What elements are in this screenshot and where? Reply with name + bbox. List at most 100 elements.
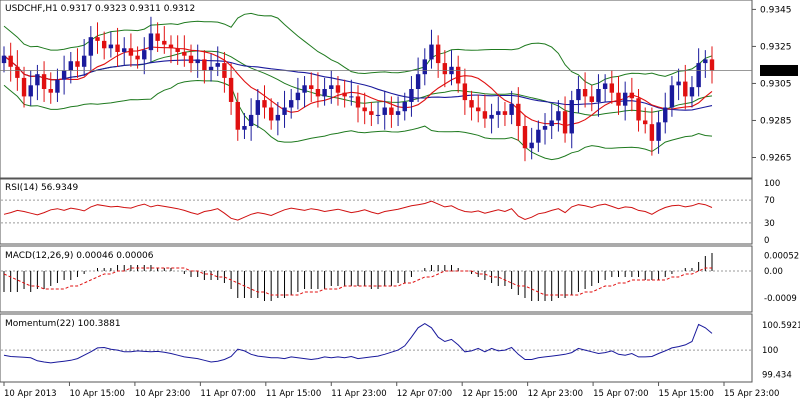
candle-body — [415, 74, 421, 89]
rsi-ytick-label: 0 — [764, 236, 769, 246]
momentum-series-line — [3, 323, 713, 364]
candle-body — [81, 55, 87, 67]
candle-body — [202, 59, 207, 71]
candle-body — [395, 111, 401, 115]
macd-pane: 0.00052 0.00 -0.0009 MACD(12,26,9) 0.00046… — [0, 245, 799, 313]
candle-body — [602, 83, 608, 89]
macd-y-axis: 0.00052 0.00 -0.0009 — [764, 251, 799, 304]
candle-body — [596, 89, 601, 102]
time-tick-label: 11 Apr 07:00 — [200, 389, 255, 399]
momentum-pane-frame — [0, 313, 753, 383]
candle-body — [235, 101, 240, 130]
bollinger-upper-line — [3, 12, 713, 86]
candle-body — [409, 89, 414, 102]
ma-slow-line — [3, 55, 713, 111]
candle-body — [115, 44, 120, 52]
candle-body — [182, 51, 187, 56]
candle-body — [589, 96, 594, 102]
candle-body — [262, 100, 267, 108]
candle-body — [562, 111, 568, 134]
candle-body — [609, 83, 615, 93]
time-tick-label: 11 Apr 23:00 — [331, 389, 386, 399]
candle-body — [135, 55, 140, 60]
price-ytick-label: 0.9265 — [760, 153, 792, 163]
candle-body — [162, 40, 167, 45]
time-tick-label: 15 Apr 23:00 — [724, 389, 779, 399]
momentum-y-axis: 100.5921 100 99.434 — [762, 321, 800, 381]
candle-body — [522, 126, 528, 149]
time-tick-label: 12 Apr 07:00 — [397, 389, 452, 399]
candle-body — [1, 55, 7, 64]
candle-body — [142, 50, 147, 60]
time-tick-label: 10 Apr 15:00 — [69, 389, 124, 399]
candle-body — [68, 61, 73, 71]
macd-pane-frame — [0, 245, 753, 313]
candle-body — [215, 63, 220, 67]
candle-body — [703, 59, 708, 64]
rsi-line — [3, 200, 713, 221]
time-axis: 10 Apr 2013 10 Apr 15:00 10 Apr 23:00 11 Ap… — [3, 382, 779, 399]
candle-body — [248, 114, 254, 127]
price-y-axis: 0.9345 0.9325 0.9305 0.9285 0.9265 — [752, 5, 792, 163]
current-price-tag-bg — [760, 64, 798, 76]
candle-body — [455, 66, 461, 84]
current-price-tag-label: 0.9312 — [763, 66, 795, 76]
candle-body — [88, 37, 94, 56]
macd-ytick-label: -0.0009 — [764, 294, 797, 304]
candle-body — [242, 126, 247, 130]
time-tick-label: 15 Apr 07:00 — [593, 389, 648, 399]
candle-body — [168, 44, 174, 49]
candle-body — [309, 85, 314, 89]
momentum-ytick-label: 100.5921 — [762, 321, 800, 331]
price-ytick-label: 0.9345 — [760, 5, 792, 15]
rsi-pane-title: RSI(14) 56.9349 — [5, 183, 78, 193]
candle-body — [108, 44, 114, 49]
candle-body — [576, 89, 581, 101]
candle-body — [382, 107, 387, 115]
candle-body — [656, 122, 661, 141]
bollinger-lower-line — [3, 79, 713, 161]
time-tick-label: 12 Apr 23:00 — [528, 389, 583, 399]
candle-body — [355, 96, 361, 108]
candle-body — [8, 55, 13, 67]
candles — [1, 16, 715, 162]
candle-body — [389, 107, 394, 115]
candle-body — [469, 100, 474, 108]
candle-body — [195, 59, 200, 64]
candle-body — [329, 85, 334, 89]
candle-body — [375, 114, 381, 116]
candle-body — [542, 126, 548, 130]
candle-body — [101, 40, 107, 49]
candle-body — [549, 120, 554, 127]
macd-pane-title: MACD(12,26,9) 0.00046 0.00006 — [5, 251, 154, 261]
candle-body — [496, 111, 501, 115]
momentum-ytick-label: 99.434 — [762, 370, 792, 380]
candle-body — [622, 92, 628, 106]
candle-body — [61, 70, 67, 80]
candle-body — [536, 129, 541, 143]
candle-body — [435, 44, 441, 64]
rsi-grid — [1, 199, 751, 224]
candle-body — [255, 100, 261, 115]
candle-body — [509, 103, 514, 115]
candle-body — [556, 111, 561, 121]
candle-body — [75, 61, 80, 67]
candle-body — [228, 77, 234, 102]
rsi-pane: 100 70 30 0 RSI(14) 56.9349 — [0, 178, 780, 246]
candle-body — [482, 111, 488, 119]
rsi-y-axis: 100 70 30 0 — [764, 179, 780, 246]
candle-body — [349, 96, 354, 98]
candle-body — [462, 83, 468, 101]
price-ytick-label: 0.9305 — [760, 79, 792, 89]
candle-body — [683, 81, 688, 97]
candle-body — [15, 66, 20, 78]
candle-body — [122, 48, 127, 52]
macd-ytick-label: 0.00 — [764, 267, 783, 277]
candle-body — [35, 74, 40, 86]
candle-body — [21, 77, 27, 97]
candle-body — [148, 33, 154, 51]
candle-body — [629, 92, 635, 99]
candle-body — [489, 114, 494, 119]
candle-body — [28, 85, 33, 97]
